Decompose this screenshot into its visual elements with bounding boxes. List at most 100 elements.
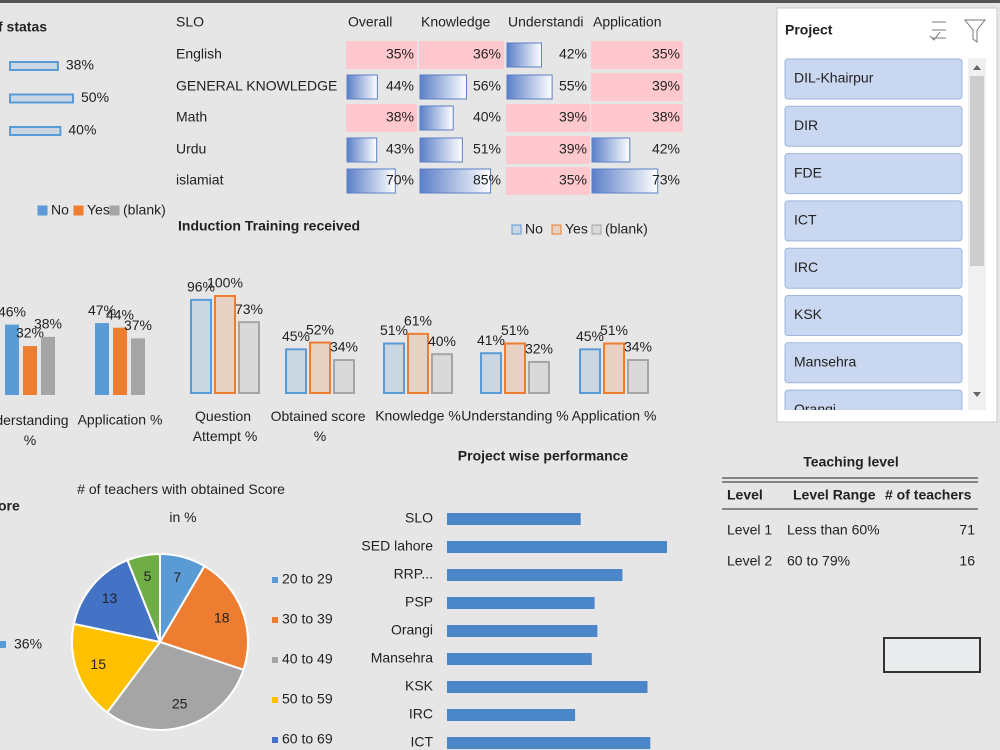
slicer-item-label[interactable]: DIL-Khairpur [794,70,874,86]
category-label: RRP... [394,566,433,582]
value-label: 45% [576,328,604,344]
value-label: 32% [16,325,44,341]
value-label: 41% [477,332,505,348]
value-label: 44% [106,306,134,322]
bar [407,332,429,394]
data-bar [591,137,631,163]
legend-marker [73,205,84,216]
slicer-item[interactable] [784,58,963,100]
slicer-item-label[interactable]: ICT [794,212,817,228]
cell-value: 43% [386,141,414,157]
slicer-item[interactable] [784,247,963,289]
bar [528,360,550,394]
slicer-item-label[interactable]: Mansehra [794,354,856,370]
cell-value: 51% [473,141,501,157]
legend-marker [511,224,522,235]
bar [9,61,59,71]
slicer-item[interactable] [784,153,963,195]
slicer-item[interactable] [784,389,963,430]
bar [23,346,37,395]
legend-marker [272,657,278,663]
category-label: Application % [572,408,657,424]
value-label: 47% [88,302,116,318]
bar [447,709,576,721]
slice-label: 15 [90,656,106,672]
cell-highlight [591,41,683,69]
value-label: 96% [187,279,215,295]
cell-value: 38% [386,109,414,125]
value-label: 46% [0,303,26,319]
legend-marker [591,224,602,235]
table-header: Level Range [793,487,876,503]
table-cell: Level 2 [727,553,772,569]
legend-label: (blank) [605,221,648,237]
cell-value: 73% [652,172,680,188]
table-header: SLO [176,14,204,30]
slice-label: 13 [102,590,118,606]
slicer-scroll-thumb[interactable] [970,76,984,266]
slicer-item[interactable] [784,295,963,336]
slicer-item-label[interactable]: DIR [794,117,818,133]
bar [447,653,592,665]
panel-title: ore [0,498,20,514]
slicer-item[interactable] [784,342,963,384]
bar [447,569,623,581]
slicer-item-label[interactable]: KSK [794,306,823,322]
value-label: 40% [68,122,96,138]
slicer-item-label[interactable]: FDE [794,164,822,180]
legend-label: 20 to 29 [282,571,333,587]
data-bar [346,74,378,100]
bar [333,359,355,394]
legend-marker [272,577,278,583]
table-title: Teaching level [803,454,898,470]
slicer-item[interactable] [784,105,963,147]
legend-marker [551,224,562,235]
chart-title: f statas [0,19,47,35]
bar [579,348,601,395]
row-label: Math [176,109,207,125]
legend-marker [109,205,120,216]
data-bar [506,74,553,100]
data-bar [346,137,378,163]
cell-value: 35% [559,172,587,188]
category-label: Understanding % [461,408,568,424]
cell-value: 39% [559,141,587,157]
table-header: Application [593,14,662,30]
cell-value: 35% [386,46,414,62]
legend-label: 50 to 59 [282,691,333,707]
category-label: Application % [78,412,163,428]
cell-highlight [346,104,417,132]
value-label: 34% [330,339,358,355]
data-bar [419,168,492,194]
category-label: Mansehra [371,650,433,666]
bar [190,298,212,395]
value-label: 34% [624,339,652,355]
data-bar [419,105,454,131]
category-label: PSP [405,594,433,610]
slicer-item-label[interactable]: Orangi [794,401,836,417]
legend-marker [0,641,6,648]
cell-highlight [591,104,683,132]
slicer-item[interactable] [784,200,963,242]
legend-marker [272,617,278,623]
cell-highlight [346,41,417,69]
cell-value: 39% [559,109,587,125]
bar [627,359,649,394]
selected-cell[interactable] [883,637,981,673]
table-header: Understandi [508,14,584,30]
bar [214,295,236,394]
slice-label: 7 [173,569,181,585]
bar [504,342,526,394]
slicer-item-label[interactable]: IRC [794,259,818,275]
data-bar [346,168,396,194]
bar [447,597,595,609]
slice-label: 5 [144,568,152,584]
bar [480,352,502,395]
table-cell: 16 [959,553,975,569]
category-label: nderstanding % [0,412,72,448]
pie-slice [71,622,162,714]
chart-title: Induction Training received [178,218,360,234]
slicer-icons [929,19,987,43]
cell-value: 56% [473,78,501,94]
bar [285,348,307,395]
